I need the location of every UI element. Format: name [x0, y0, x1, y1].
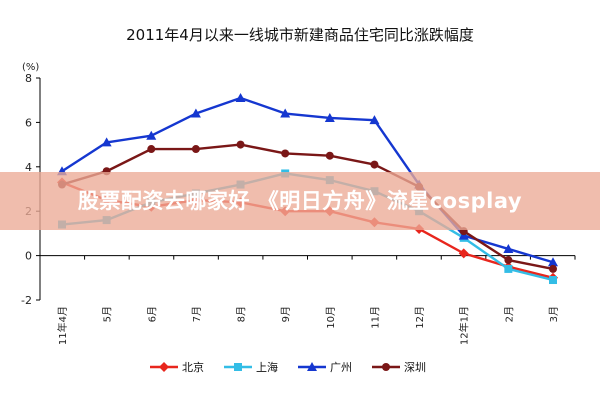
x-tick-label: 11年4月: [56, 306, 69, 345]
series-4: [58, 140, 557, 273]
x-tick-label: 12年1月: [458, 306, 471, 345]
legend-label: 广州: [330, 361, 352, 374]
series-line: [61, 143, 554, 271]
legend-item: 上海: [224, 360, 278, 374]
x-tick-label: 6月: [146, 306, 158, 322]
data-point: [504, 256, 513, 265]
x-tick-label: 11月: [369, 306, 381, 329]
data-point: [146, 130, 157, 140]
y-tick-label: 4: [25, 161, 32, 174]
x-tick-label: 2月: [503, 306, 515, 322]
x-tick-label: 9月: [280, 306, 292, 322]
data-point: [101, 137, 112, 147]
data-point: [324, 112, 335, 122]
series-line: [61, 96, 554, 264]
data-point: [503, 243, 514, 253]
x-tick-label: 5月: [102, 306, 114, 322]
data-point: [549, 276, 557, 285]
data-point: [325, 151, 334, 160]
data-point: [458, 248, 469, 259]
legend-item: 深圳: [372, 361, 426, 374]
data-point: [548, 257, 558, 267]
y-tick-label: 8: [25, 72, 32, 85]
legend-marker: [307, 362, 317, 371]
y-tick-label: -2: [21, 294, 32, 307]
legend-label: 深圳: [404, 361, 426, 374]
data-point: [147, 145, 156, 154]
data-point: [549, 264, 557, 273]
data-point: [281, 149, 290, 158]
data-point: [235, 92, 246, 102]
legend-item: 北京: [150, 360, 204, 374]
data-point: [190, 108, 201, 118]
y-axis-unit: (%): [22, 62, 39, 73]
data-point: [369, 115, 380, 125]
data-point: [236, 140, 245, 149]
legend-marker: [234, 363, 242, 371]
legend-marker: [159, 362, 169, 372]
y-tick-label: 6: [25, 116, 32, 129]
x-tick-label: 3月: [548, 306, 560, 322]
legend: 北京 上海 广州 深圳: [150, 360, 426, 374]
legend-marker: [382, 363, 390, 371]
watermark-banner: [0, 172, 600, 230]
data-point: [504, 264, 513, 273]
legend-label: 北京: [182, 360, 204, 374]
data-point: [280, 108, 291, 118]
x-tick-label: 10月: [325, 306, 337, 329]
data-point: [191, 145, 200, 154]
watermark-text: 股票配资去哪家好 《明日方舟》流星cosplay: [77, 189, 523, 213]
legend-item: 广州: [298, 361, 352, 374]
chart-title: 2011年4月以来一线城市新建商品住宅同比涨跌幅度: [126, 26, 474, 44]
x-tick-label: 12月: [414, 306, 426, 329]
x-tick-label: 7月: [191, 306, 203, 322]
y-tick-label: 0: [25, 250, 32, 263]
data-point: [370, 160, 379, 169]
x-tick-label: 8月: [236, 306, 248, 322]
legend-label: 上海: [256, 360, 278, 374]
